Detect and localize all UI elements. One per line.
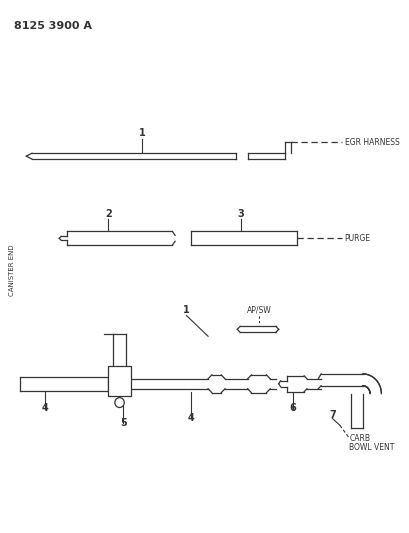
Text: CARB: CARB [348,434,369,443]
Text: 1: 1 [138,128,145,139]
Text: EGR HARNESS: EGR HARNESS [344,138,398,147]
Text: 2: 2 [105,208,111,219]
Text: 5: 5 [120,418,126,429]
Text: 4: 4 [187,414,194,423]
Text: CANISTER END: CANISTER END [9,244,15,296]
Text: 3: 3 [237,208,244,219]
Bar [108,366,130,395]
Text: 4: 4 [42,403,48,414]
Circle shape [115,398,124,408]
Text: AP/SW: AP/SW [246,305,271,314]
Text: 1: 1 [182,304,189,314]
Text: BOWL VENT: BOWL VENT [348,443,394,452]
Text: 6: 6 [289,403,295,414]
Text: 8125 3900 A: 8125 3900 A [14,21,92,30]
Text: 7: 7 [328,410,335,421]
Text: PURGE: PURGE [344,234,370,243]
